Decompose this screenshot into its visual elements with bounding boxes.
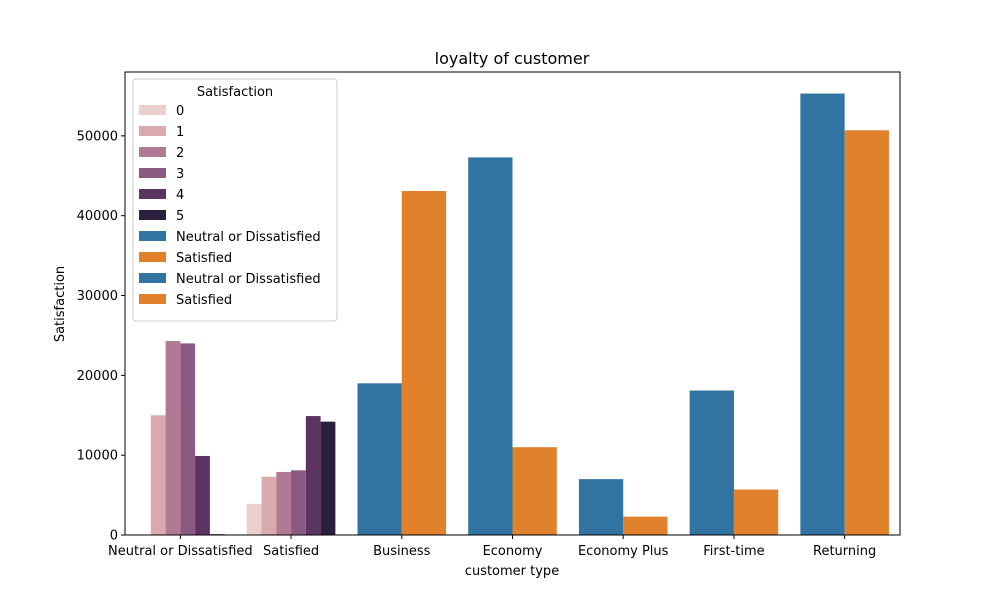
bars-layer xyxy=(150,93,889,536)
legend-swatch-2 xyxy=(139,147,166,157)
bar-neutral-or-dissatisfied-series-2 xyxy=(165,341,181,535)
legend-label-satisfied: Satisfied xyxy=(176,251,232,266)
chart-title: loyalty of customer xyxy=(435,49,590,68)
legend-swatch-5 xyxy=(139,210,166,220)
x-tick-label: Returning xyxy=(813,544,876,559)
bar-first-time-series-satisfied xyxy=(733,489,779,535)
bar-neutral-or-dissatisfied-series-1 xyxy=(150,415,166,535)
y-tick-label: 0 xyxy=(110,529,118,544)
y-axis-label: Satisfaction xyxy=(53,266,68,342)
bar-business-series-neutral-or-dissatisfied xyxy=(357,383,402,535)
x-tick-label: Economy Plus xyxy=(578,544,669,559)
x-tick-label: Business xyxy=(373,544,431,559)
bar-business-series-satisfied xyxy=(401,190,447,535)
bar-satisfied-series-1 xyxy=(261,476,277,535)
legend: Satisfaction 0 1 2 3 4 5 Neutral or Dissatisfie… xyxy=(132,78,338,322)
legend-label-2: 2 xyxy=(176,146,184,161)
bar-returning-series-neutral-or-dissatisfied xyxy=(800,93,845,536)
bar-satisfied-series-4 xyxy=(305,416,321,535)
bar-satisfied-series-3 xyxy=(291,470,306,535)
bar-economy-series-satisfied xyxy=(512,447,557,535)
legend-swatch-neutral-or-dissatisfied xyxy=(139,273,166,283)
legend-swatch-satisfied xyxy=(139,252,166,262)
bar-economy-series-neutral-or-dissatisfied xyxy=(468,157,513,536)
legend-label-satisfied: Satisfied xyxy=(176,293,232,308)
legend-label-4: 4 xyxy=(176,188,184,203)
y-tick-label: 50000 xyxy=(77,129,118,144)
legend-swatch-satisfied xyxy=(139,294,166,304)
legend-label-5: 5 xyxy=(176,209,184,224)
bar-economy-plus-series-neutral-or-dissatisfied xyxy=(578,479,624,535)
legend-swatch-neutral-or-dissatisfied xyxy=(139,231,166,241)
bar-neutral-or-dissatisfied-series-4 xyxy=(195,455,210,535)
x-tick-label: Neutral or Dissatisfied xyxy=(108,544,253,559)
bar-returning-series-satisfied xyxy=(844,130,889,535)
bar-economy-plus-series-satisfied xyxy=(623,516,668,535)
y-tick-label: 40000 xyxy=(77,209,118,224)
legend-title: Satisfaction xyxy=(197,85,273,100)
axes-layer: 0 10000 20000 30000 40000 50000 Neutral or Dis… xyxy=(77,71,901,559)
legend-swatch-0 xyxy=(139,105,166,115)
y-tick-label: 10000 xyxy=(77,449,118,464)
bar-satisfied-series-2 xyxy=(276,471,292,535)
legend-swatch-1 xyxy=(139,126,166,136)
legend-label-0: 0 xyxy=(176,104,184,119)
legend-label-neutral-or-dissatisfied: Neutral or Dissatisfied xyxy=(176,272,321,287)
legend-swatch-4 xyxy=(139,189,166,199)
y-tick-label: 20000 xyxy=(77,369,118,384)
bar-first-time-series-neutral-or-dissatisfied xyxy=(689,390,734,535)
y-tick-label: 30000 xyxy=(77,289,118,304)
x-tick-label: Economy xyxy=(483,544,543,559)
legend-box xyxy=(132,78,338,322)
x-tick-label: First-time xyxy=(703,544,764,559)
legend-label-3: 3 xyxy=(176,167,184,182)
bar-satisfied-series-5 xyxy=(320,421,336,535)
x-tick-label: Satisfied xyxy=(263,544,319,559)
legend-label-1: 1 xyxy=(176,125,184,140)
bar-neutral-or-dissatisfied-series-3 xyxy=(180,343,196,535)
bar-satisfied-series-0 xyxy=(246,503,262,535)
legend-label-neutral-or-dissatisfied: Neutral or Dissatisfied xyxy=(176,230,321,245)
x-axis-label: customer type xyxy=(465,564,559,579)
legend-swatch-3 xyxy=(139,168,166,178)
